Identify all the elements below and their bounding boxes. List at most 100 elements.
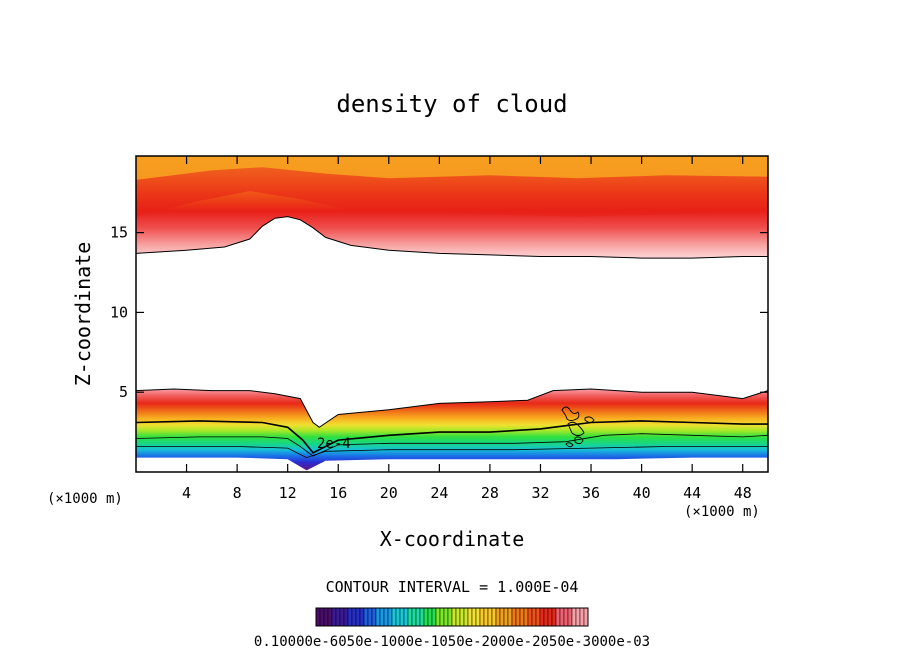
colorbar-swatch (375, 607, 381, 627)
colorbar-swatch (371, 607, 377, 627)
colorbar-swatch (519, 607, 525, 627)
colorbar-swatch (443, 607, 449, 627)
colorbar-swatch (491, 607, 497, 627)
colorbar-swatch (395, 607, 401, 627)
colorbar-swatch (535, 607, 541, 627)
colorbar-swatch (459, 607, 465, 627)
colorbar-swatch (559, 607, 565, 627)
x-tick-label: 48 (734, 484, 752, 502)
colorbar-frame (315, 607, 589, 627)
x-unit-label-left: (×1000 m) (47, 491, 123, 507)
colorbar-swatch (323, 607, 329, 627)
colorbar-swatch (367, 607, 373, 627)
colorbar-swatch (431, 607, 437, 627)
y-axis: 5 10 15 (110, 224, 768, 401)
colorbar-swatch (579, 607, 585, 627)
x-tick-label: 28 (481, 484, 499, 502)
colorbar-swatch (555, 607, 561, 627)
chart-title: density of cloud (336, 90, 567, 118)
turbulent-region-contours (561, 406, 595, 448)
contour-green-band (136, 433, 768, 457)
y-tick-label: 10 (110, 303, 128, 321)
colorbar-swatch (451, 607, 457, 627)
colorbar-swatch (463, 607, 469, 627)
y-axis-label: Z-coordinate (71, 242, 95, 387)
colorbar-swatch (487, 607, 493, 627)
lower-cloud-boundary-contour (136, 388, 768, 428)
y-tick-label: 15 (110, 224, 128, 242)
colorbar-swatch (379, 607, 385, 627)
colorbar-swatch (571, 607, 577, 627)
colorbar-swatch (415, 607, 421, 627)
colorbar-swatch (335, 607, 341, 627)
colorbar-swatch (331, 607, 337, 627)
contour-interval-label: CONTOUR INTERVAL = 1.000E-04 (326, 578, 579, 596)
contour-blue-band (136, 446, 768, 459)
x-axis: 4 8 12 16 20 24 28 32 36 40 44 48 (182, 156, 752, 502)
colorbar-swatch (495, 607, 501, 627)
colorbar-swatch (339, 607, 345, 627)
x-tick-label: 8 (233, 484, 242, 502)
colorbar-swatch (527, 607, 533, 627)
colorbar-swatch (499, 607, 505, 627)
contour-annotation: 2e-4 (317, 436, 351, 452)
upper-cloud-boundary-contour (136, 216, 768, 259)
x-unit-label-right: (×1000 m) (684, 504, 760, 520)
colorbar-swatch (387, 607, 393, 627)
colorbar-swatch (503, 607, 509, 627)
colorbar-swatch (507, 607, 513, 627)
colorbar-labels: 0.10000e-6050e-1000e-1050e-2000e-2050e-3… (254, 634, 650, 650)
colorbar-swatch (319, 607, 325, 627)
colorbar-swatch (483, 607, 489, 627)
colorbar-swatch (547, 607, 553, 627)
x-tick-label: 20 (380, 484, 398, 502)
colorbar-swatch (439, 607, 445, 627)
colorbar-swatch (515, 607, 521, 627)
colorbar-swatch (543, 607, 549, 627)
colorbar-swatch (411, 607, 417, 627)
colorbar-swatch (435, 607, 441, 627)
colorbar-swatch (419, 607, 425, 627)
colorbar-swatch (471, 607, 477, 627)
colorbar-swatch (359, 607, 365, 627)
colorbar-swatch (403, 607, 409, 627)
x-axis-label: X-coordinate (380, 527, 525, 551)
x-tick-label: 12 (279, 484, 297, 502)
colorbar-swatch (423, 607, 429, 627)
colorbar-swatch (391, 607, 397, 627)
colorbar-swatch (447, 607, 453, 627)
y-tick-label: 5 (119, 383, 128, 401)
colorbar-swatch (575, 607, 581, 627)
colorbar-swatch (363, 607, 369, 627)
colorbar-swatch (539, 607, 545, 627)
colorbar (315, 607, 589, 627)
colorbar-swatch (347, 607, 353, 627)
lower-cloud-layer (136, 389, 768, 471)
colorbar-swatch (467, 607, 473, 627)
colorbar-swatch (427, 607, 433, 627)
colorbar-swatch (523, 607, 529, 627)
x-tick-label: 36 (582, 484, 600, 502)
colorbar-swatch (351, 607, 357, 627)
plot-frame (135, 155, 769, 473)
colorbar-swatch (531, 607, 537, 627)
x-tick-label: 24 (430, 484, 448, 502)
colorbar-swatch (551, 607, 557, 627)
colorbar-swatch (315, 607, 321, 627)
colorbar-swatch (455, 607, 461, 627)
x-tick-label: 4 (182, 484, 191, 502)
upper-cloud-cap (136, 156, 768, 180)
x-tick-label: 44 (683, 484, 701, 502)
colorbar-swatch (355, 607, 361, 627)
colorbar-swatch (583, 607, 589, 627)
colorbar-swatch (567, 607, 573, 627)
x-tick-label: 16 (329, 484, 347, 502)
x-tick-label: 40 (633, 484, 651, 502)
colorbar-swatch (511, 607, 517, 627)
colorbar-swatch (343, 607, 349, 627)
plot-area: 2e-4 (136, 156, 768, 472)
x-tick-label: 32 (531, 484, 549, 502)
contour-2e-4 (136, 420, 768, 454)
colorbar-swatch (563, 607, 569, 627)
